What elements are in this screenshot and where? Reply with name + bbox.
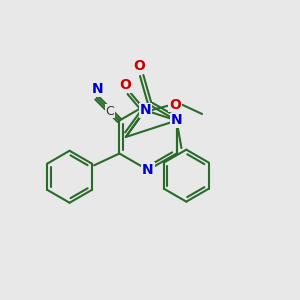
Text: N: N [171,113,182,128]
Text: N: N [140,103,151,117]
Text: C: C [106,105,115,118]
Text: O: O [120,78,131,92]
Text: N: N [92,82,103,96]
Text: O: O [169,98,181,112]
Text: N: N [171,113,182,128]
Text: N: N [142,163,154,177]
Text: O: O [133,59,145,73]
